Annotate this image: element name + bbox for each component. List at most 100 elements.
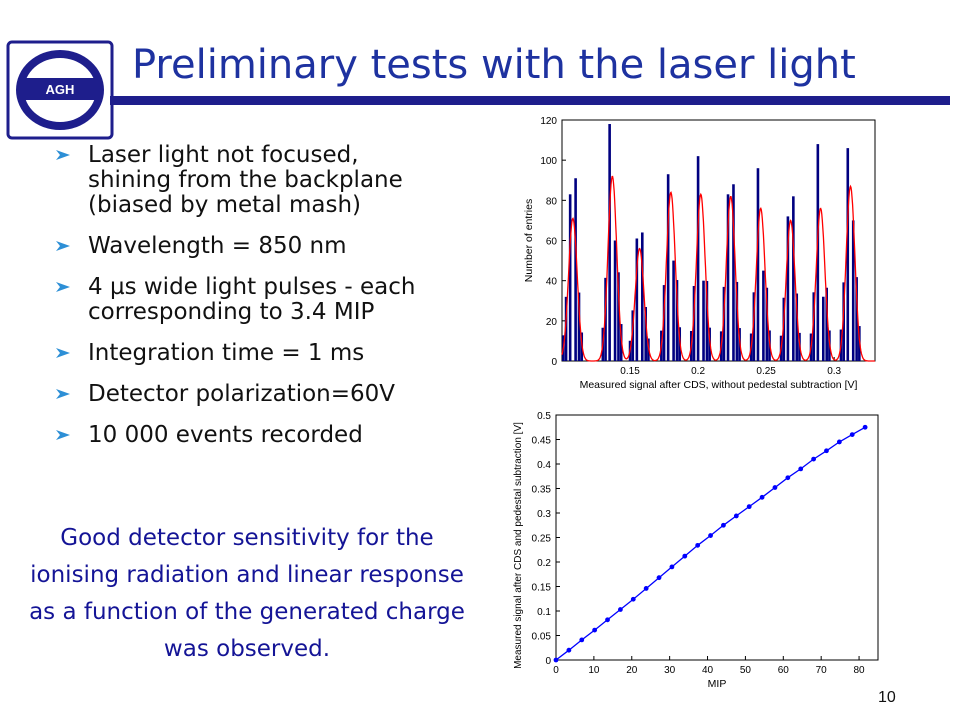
bullet-arrow-icon [56, 150, 70, 160]
data-point [579, 637, 585, 643]
fit-curve [561, 175, 875, 362]
histogram-bar [786, 216, 790, 361]
logo-text: AGH [46, 82, 75, 97]
x-tick-label: 0.3 [827, 366, 841, 377]
agh-logo: AGH [6, 40, 114, 140]
bullet-item: 4 µs wide light pulses - each correspond… [54, 275, 494, 325]
y-tick-label: 0.1 [537, 607, 551, 618]
bullet-arrow-icon [56, 241, 70, 251]
histogram-bar [702, 280, 705, 361]
bullet-item: Integration time = 1 ms [54, 341, 494, 366]
histogram-bar [631, 310, 635, 361]
conclusion-text: Good detector sensitivity for the ionisi… [29, 525, 465, 662]
histogram-bar [726, 194, 730, 361]
histogram-bar [756, 168, 760, 361]
y-tick-label: 0.35 [532, 485, 552, 496]
histogram-bar [792, 196, 795, 361]
y-tick-label: 0.2 [537, 558, 551, 569]
histogram-bar [675, 280, 679, 361]
x-tick-label: 40 [702, 665, 714, 676]
x-axis-label: Measured signal after CDS, without pedes… [580, 379, 858, 391]
x-tick-label: 0.25 [756, 366, 776, 377]
x-tick-label: 0.2 [691, 366, 705, 377]
data-point [592, 627, 598, 633]
data-point [824, 448, 829, 454]
histogram-bar [821, 296, 825, 361]
data-point [785, 475, 791, 481]
bullet-arrow-icon [56, 348, 70, 358]
y-tick-label: 0.4 [537, 460, 551, 471]
histogram-bar [846, 148, 850, 361]
bullet-text: 4 µs wide light pulses - each correspond… [88, 274, 416, 325]
histogram-bar [577, 292, 581, 361]
data-point [798, 466, 804, 472]
x-tick-label: 20 [626, 665, 638, 676]
histogram-bar [705, 280, 709, 361]
histogram-chart: 0 20 40 60 80 100 120 0.15 0.2 0.25 0.3 Measured si… [523, 116, 876, 391]
histogram-bar [666, 174, 670, 361]
x-tick-label: 70 [816, 665, 828, 676]
data-point [695, 542, 701, 548]
y-tick-label: 0.15 [532, 583, 552, 594]
y-tick-label: 0.5 [537, 411, 551, 422]
histogram-bar [752, 292, 756, 361]
y-axis-label: Measured signal after CDS and pedestal s… [513, 422, 524, 669]
data-point [721, 522, 726, 528]
bullet-text: Wavelength = 850 nm [88, 233, 347, 259]
histogram-bar [692, 285, 696, 361]
histogram-bar [732, 184, 735, 361]
data-point [630, 596, 636, 602]
data-point [643, 586, 649, 591]
bullet-item: Wavelength = 850 nm [54, 234, 494, 259]
histogram-bar [608, 124, 611, 361]
x-axis-label: MIP [708, 678, 727, 688]
bullet-arrow-icon [56, 389, 70, 399]
histogram-bar [617, 272, 620, 361]
data-point [733, 513, 739, 519]
bullet-list: Laser light not focused, shining from th… [54, 143, 494, 464]
histogram-bar [568, 194, 572, 361]
histogram-bar [816, 144, 820, 361]
x-tick-label: 0.15 [620, 366, 640, 377]
data-point [656, 575, 662, 581]
data-point [553, 657, 559, 663]
x-tick-label: 10 [588, 665, 600, 676]
x-tick-label: 30 [664, 665, 676, 676]
histogram-bar [825, 287, 828, 361]
data-point [566, 647, 572, 653]
data-point [849, 432, 855, 437]
x-tick-label: 0 [553, 665, 559, 676]
histogram-bar [672, 260, 675, 361]
histogram-bar [604, 277, 607, 361]
histogram-bar [765, 287, 769, 361]
data-point [772, 485, 778, 490]
histogram-bar [795, 293, 799, 361]
data-point [618, 607, 623, 612]
histogram-bar [851, 220, 855, 361]
y-tick-label: 120 [540, 116, 557, 127]
y-tick-label: 0.3 [537, 509, 551, 520]
y-tick-label: 0.45 [532, 436, 552, 447]
histogram-bar [855, 277, 858, 361]
data-point [759, 494, 765, 500]
histogram-bar [722, 286, 726, 361]
bullet-text: Detector polarization=60V [88, 381, 396, 407]
y-tick-label: 0.05 [532, 632, 552, 643]
data-point [862, 424, 868, 430]
histogram-bar [613, 240, 617, 361]
linearity-chart: 0 0.05 0.1 0.15 0.2 0.25 0.3 0.35 0.4 0.45 0.5 0 10 2… [513, 411, 879, 688]
data-point [836, 439, 842, 445]
histogram-bar [644, 307, 647, 361]
histogram-bar [735, 281, 739, 361]
histogram-bar [662, 285, 666, 361]
bullet-text: 10 000 events recorded [88, 422, 363, 448]
bullet-item: Laser light not focused, shining from th… [54, 143, 494, 218]
data-point [746, 504, 752, 510]
histogram-bar [782, 297, 786, 361]
histogram-bar [574, 178, 577, 361]
x-tick-label: 50 [740, 665, 752, 676]
y-tick-label: 20 [546, 317, 558, 328]
data-point [708, 533, 713, 538]
bullet-text: Integration time = 1 ms [88, 340, 365, 366]
histogram-bar [812, 292, 816, 361]
